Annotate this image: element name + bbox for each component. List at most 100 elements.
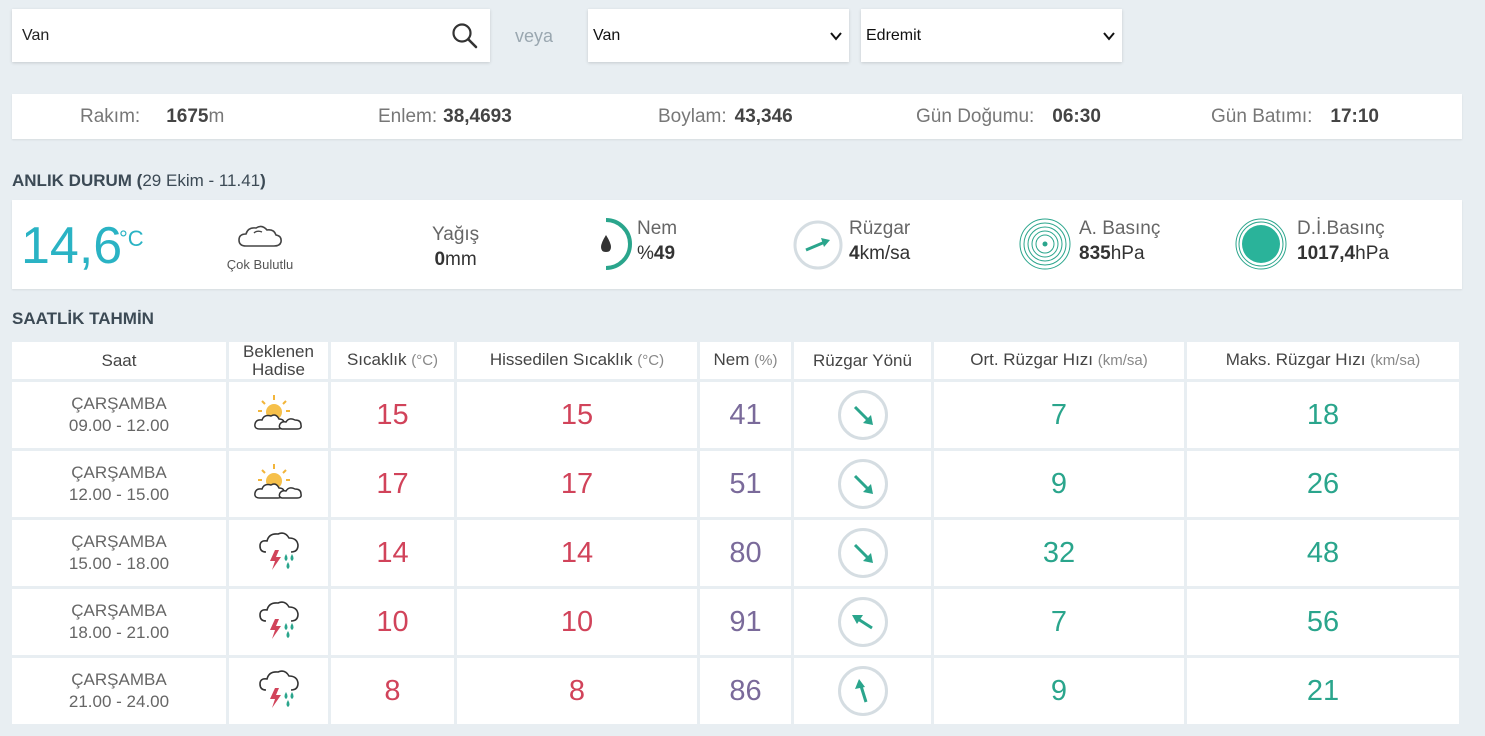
precipitation-unit: mm	[445, 249, 477, 270]
row-temperature: 15	[376, 398, 409, 431]
row-max-wind: 56	[1306, 605, 1340, 638]
max-wind-cell: 26	[1187, 451, 1459, 517]
longitude-label: Boylam:	[658, 105, 727, 127]
time-cell: ÇARŞAMBA 21.00 - 24.00	[12, 658, 226, 724]
row-temperature: 17	[376, 467, 409, 500]
header-humidity: Nem (%)	[700, 342, 791, 379]
current-temperature-unit: °C	[119, 226, 144, 251]
temperature-cell: 15	[331, 382, 454, 448]
chevron-down-icon	[830, 31, 842, 41]
humidity-label: Nem	[637, 218, 678, 239]
temperature-cell: 17	[331, 451, 454, 517]
row-temperature: 14	[376, 536, 409, 569]
altitude-label: Rakım:	[80, 105, 141, 127]
row-avg-wind: 7	[1050, 605, 1068, 638]
hourly-forecast-table: Saat Beklenen Hadise Sıcaklık (°C) Hissed…	[9, 339, 1462, 727]
district-select[interactable]: Edremit	[861, 9, 1122, 62]
avg-wind-cell: 32	[934, 520, 1184, 586]
header-time: Saat	[12, 342, 226, 379]
expected-event-cell	[229, 589, 328, 655]
current-conditions-panel: 14,6 °C Çok Bulutlu Yağış 0mm Nem %49 Rü…	[12, 200, 1462, 289]
row-day: ÇARŞAMBA	[71, 601, 167, 620]
humidity-metric: Nem %49	[637, 216, 677, 266]
max-wind-cell: 21	[1187, 658, 1459, 724]
row-humidity: 41	[729, 398, 762, 431]
current-title-text: ANLIK DURUM	[12, 171, 132, 190]
avg-wind-cell: 7	[934, 589, 1184, 655]
sunrise-value: 06:30	[1052, 105, 1101, 127]
current-time: 29 Ekim - 11.41	[142, 171, 261, 190]
feels-like-cell: 8	[457, 658, 697, 724]
wind-direction-icon	[793, 220, 843, 270]
wind-arrow-north-icon	[837, 666, 888, 716]
table-row: ÇARŞAMBA 15.00 - 18.00 14 14 80 32 48	[12, 520, 1459, 586]
max-wind-cell: 56	[1187, 589, 1459, 655]
header-feels-like: Hissedilen Sıcaklık (°C)	[457, 342, 697, 379]
table-row: ÇARŞAMBA 09.00 - 12.00 15 15 41 7 18	[12, 382, 1459, 448]
sunset-info: Gün Batımı: 17:10	[1211, 94, 1379, 139]
wind-direction-cell	[794, 451, 931, 517]
header-wind-direction: Rüzgar Yönü	[794, 342, 931, 379]
header-temperature: Sıcaklık (°C)	[331, 342, 454, 379]
latitude-info: Enlem: 38,4693	[378, 94, 512, 139]
current-time-paren-open: (	[136, 171, 143, 190]
latitude-value: 38,4693	[443, 105, 512, 127]
row-feels-like: 14	[560, 536, 594, 569]
humidity-cell: 41	[700, 382, 791, 448]
row-humidity: 51	[729, 467, 762, 500]
header-max-wind-speed: Maks. Rüzgar Hızı (km/sa)	[1187, 342, 1459, 379]
table-row: ÇARŞAMBA 12.00 - 15.00 17 17 51 9 26	[12, 451, 1459, 517]
wind-label: Rüzgar	[849, 218, 911, 239]
feels-like-cell: 10	[457, 589, 697, 655]
wind-direction-cell	[794, 520, 931, 586]
row-day: ÇARŞAMBA	[71, 532, 167, 551]
sunset-value: 17:10	[1330, 105, 1379, 127]
search-icon[interactable]	[450, 21, 480, 51]
feels-like-cell: 17	[457, 451, 697, 517]
avg-wind-cell: 7	[934, 382, 1184, 448]
temperature-cell: 14	[331, 520, 454, 586]
partly-cloudy-icon	[252, 393, 306, 438]
wind-arrow-southeast-icon	[837, 390, 888, 440]
sunrise-info: Gün Doğumu: 06:30	[916, 94, 1101, 139]
pressure-label: A. Basınç	[1079, 218, 1161, 239]
humidity-cell: 91	[700, 589, 791, 655]
row-temperature: 8	[384, 674, 401, 707]
row-day: ÇARŞAMBA	[71, 394, 167, 413]
row-day: ÇARŞAMBA	[71, 463, 167, 482]
humidity-gauge-icon	[601, 218, 632, 270]
sea-level-pressure-metric: D.İ.Basınç 1017,4hPa	[1297, 216, 1389, 266]
wind-arrow-southeast-icon	[837, 528, 888, 578]
current-temperature: 14,6	[21, 217, 123, 275]
row-humidity: 80	[729, 536, 762, 569]
row-max-wind: 48	[1306, 536, 1340, 569]
humidity-prefix: %	[637, 243, 654, 264]
location-info-bar: Rakım: 1675 m Enlem: 38,4693 Boylam: 43,3…	[12, 94, 1462, 139]
row-max-wind: 26	[1306, 467, 1340, 500]
table-row: ÇARŞAMBA 21.00 - 24.00 8 8 86 9 21	[12, 658, 1459, 724]
expected-event-cell	[229, 658, 328, 724]
search-box[interactable]	[12, 9, 490, 62]
row-time-range: 12.00 - 15.00	[68, 485, 170, 504]
row-time-range: 09.00 - 12.00	[68, 416, 170, 435]
altitude-value: 1675	[166, 105, 209, 127]
current-conditions-title: ANLIK DURUM (29 Ekim - 11.41)	[12, 171, 266, 191]
sea-level-pressure-unit: hPa	[1355, 243, 1389, 264]
pressure-metric: A. Basınç 835hPa	[1079, 216, 1160, 266]
partly-cloudy-icon	[252, 462, 306, 507]
latitude-label: Enlem:	[378, 105, 438, 127]
max-wind-cell: 18	[1187, 382, 1459, 448]
row-time-range: 18.00 - 21.00	[68, 623, 170, 642]
row-time-range: 15.00 - 18.00	[68, 554, 170, 573]
feels-like-cell: 14	[457, 520, 697, 586]
expected-event-cell	[229, 451, 328, 517]
thunderstorm-rain-icon	[257, 530, 301, 577]
wind-direction-cell	[794, 382, 931, 448]
humidity-cell: 51	[700, 451, 791, 517]
search-input[interactable]	[22, 26, 450, 45]
table-header-row: Saat Beklenen Hadise Sıcaklık (°C) Hissed…	[12, 342, 1459, 379]
current-time-paren-close: )	[260, 171, 266, 190]
sunrise-label: Gün Doğumu:	[916, 105, 1035, 127]
current-condition: Çok Bulutlu	[220, 222, 300, 272]
province-select[interactable]: Van	[588, 9, 849, 62]
